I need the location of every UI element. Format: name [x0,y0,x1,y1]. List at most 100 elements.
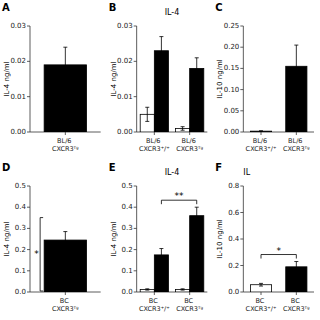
y-tick-label: 0.6 [228,209,240,217]
marks [44,232,86,292]
x-tick [189,292,190,295]
panel-label: E [109,162,116,173]
x-tick-label-line: CXCR3ᵀᵍ [283,305,310,313]
y-tick [240,89,243,90]
y-tick-label: 0.1 [15,267,26,275]
panel: CIL-10 ng/ml0.000.050.100.150.200.25BL/6… [215,2,314,153]
y-tick [240,292,243,293]
x-tick-label-line: BL/6 [288,137,304,145]
y-axis [243,26,244,132]
error-bar-cap [181,290,185,291]
bar [140,289,154,292]
y-tick-label: 0.10 [224,86,240,94]
error-bar-cap [294,272,298,273]
panel: BIL-4IL-4 ng/ml0.000.010.020.03BL/6 CXCR… [109,2,208,153]
error-bar-line [296,45,297,87]
error-bar-cap [145,107,149,108]
error-bar [63,47,67,82]
error-bar [195,207,199,224]
error-bar-cap [63,248,67,249]
x-tick-label-line: CXCR3⁺/⁺ [139,305,170,313]
x-tick-label-line: BL/6 [146,137,162,145]
error-bar-cap [159,64,163,65]
y-tick-label: 0.4 [122,203,134,211]
x-tick-label: BL/6 CXCR3⁺/⁺ [139,137,170,153]
x-tick-label-line: CXCR3⁺/⁺ [246,145,277,153]
error-bar-line [161,37,162,65]
error-bar [159,249,163,262]
error-bar-cap [259,283,263,284]
y-tick-label: 0.02 [10,57,26,65]
x-tick-label-line: BC [60,297,71,305]
error-bar [181,289,185,290]
y-tick [27,186,30,187]
error-bar [181,127,185,131]
error-bar [145,289,149,290]
error-bar-line [196,207,197,224]
error-bar-cap [181,130,185,131]
y-tick [134,186,137,187]
y-tick-label: 0.2 [15,246,26,254]
panel-label: F [215,162,222,173]
error-bar-cap [195,224,199,225]
y-axis [243,186,244,292]
y-tick [27,249,30,250]
x-tick [261,292,262,295]
x-tick-label-line: CXCR3⁺/⁺ [139,145,170,153]
y-tick-label: 0.0 [122,288,133,296]
x-tick [65,132,66,135]
y-tick [27,61,30,62]
error-bar-cap [195,207,199,208]
panel-label: B [109,2,117,13]
x-tick-label: BL/6 CXCR3⁺/⁺ [246,137,277,153]
y-tick-label: 0.5 [15,182,26,190]
y-tick-label: 0.00 [224,128,240,136]
error-bar [195,58,199,79]
bar [250,285,271,292]
error-bar [259,283,263,286]
x-tick-label: BC CXCR3⁺/⁺ [139,297,170,313]
y-tick [134,228,137,229]
x-tick-label-line: BL/6 [181,137,197,145]
y-axis [30,186,31,292]
marks [140,207,204,292]
y-tick [240,132,243,133]
marks [44,47,86,132]
error-bar [294,45,298,87]
y-tick-label: 0.2 [122,246,133,254]
y-tick-label: 0.5 [122,182,133,190]
x-tick [296,292,297,295]
error-bar [159,37,163,65]
y-tick [134,292,137,293]
sig-label: * [34,249,39,259]
y-tick [27,228,30,229]
error-bar-line [161,249,162,262]
y-axis-label: IL-4 ng/ml [110,221,118,256]
x-tick-label-line: CXCR3ᵀᵍ [52,145,79,153]
y-axis-label: IL-4 ng/ml [3,221,11,256]
y-tick-label: 0.15 [224,64,240,72]
y-tick [240,26,243,27]
error-bar-cap [294,261,298,262]
panel-label: C [215,2,222,13]
x-tick-label: BC CXCR3ᵀᵍ [176,297,203,313]
panel: AIL-4 ng/ml0.000.010.020.03BL/6 CXCR3ᵀᵍ [2,2,101,153]
y-tick-label: 0.3 [122,224,133,232]
y-tick-label: 0.4 [15,203,27,211]
panel-label: D [2,162,10,173]
y-tick [27,96,30,97]
error-bar-line [147,107,148,121]
y-axis-label: IL-4 ng/ml [3,61,11,96]
x-tick [189,132,190,135]
error-bar [145,107,149,121]
error-bar-line [196,58,197,79]
y-tick [240,212,243,213]
sig-bracket [40,218,43,291]
x-tick [65,292,66,295]
y-tick [134,96,137,97]
x-tick-label: BL/6 CXCR3ᵀᵍ [52,137,79,153]
y-tick-label: 0.01 [117,93,133,101]
x-tick-label: BL/6 CXCR3ᵀᵍ [283,137,310,153]
x-tick-label-line: CXCR3ᵀᵍ [176,145,203,153]
y-tick-label: 0.1 [122,267,133,275]
